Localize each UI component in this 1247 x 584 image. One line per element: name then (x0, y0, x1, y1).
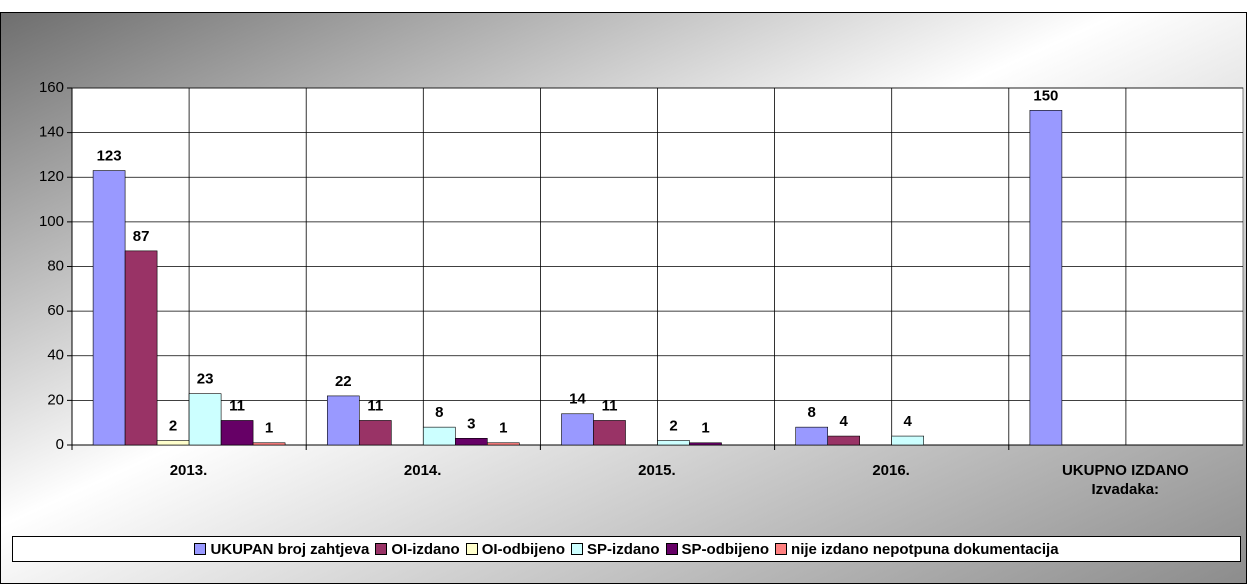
y-tick-label: 40 (47, 347, 64, 364)
bar (795, 426, 829, 446)
bar (358, 420, 392, 446)
legend-item: nije izdano nepotpuna dokumentacija (775, 541, 1059, 558)
data-label: 1 (265, 420, 273, 437)
bar (422, 426, 456, 446)
data-label: 4 (840, 413, 849, 430)
bar (561, 413, 594, 446)
bar (827, 435, 861, 446)
bar (689, 442, 722, 446)
bar (252, 442, 286, 446)
data-label: 11 (367, 397, 383, 414)
legend-swatch (775, 543, 788, 555)
data-label: 1 (499, 420, 507, 437)
data-label: 150 (1033, 87, 1058, 104)
data-label: 2 (669, 418, 677, 435)
y-tick-label: 60 (47, 302, 64, 319)
data-label: 4 (904, 413, 913, 430)
bar (454, 438, 488, 446)
data-label: 87 (133, 228, 150, 245)
legend-label: OI-izdano (391, 540, 460, 558)
y-tick-label: 100 (39, 213, 64, 230)
bar (486, 442, 520, 446)
y-tick-label: 140 (39, 124, 64, 141)
x-tick-label: UKUPNO IZDANO Izvadaka: (1061, 462, 1189, 498)
data-label: 11 (229, 397, 245, 414)
legend-label: SP-odbijeno (681, 540, 770, 558)
data-label: 14 (569, 391, 586, 408)
y-tick-label: 160 (39, 79, 64, 96)
legend-swatch (375, 543, 388, 555)
x-tick-label: 2015. (638, 462, 676, 479)
data-label: 22 (335, 373, 352, 390)
legend-item: OI-izdano (375, 540, 460, 558)
bar (326, 395, 360, 446)
legend-item: SP-izdano (571, 541, 660, 558)
y-tick-label: 120 (39, 168, 64, 185)
legend-item: UKUPAN broj zahtjeva (194, 541, 369, 558)
legend: UKUPAN broj zahtjeva OI-izdano OI-odbijeno… (12, 536, 1241, 562)
bar (220, 420, 254, 446)
legend-swatch (194, 543, 207, 555)
bar (92, 170, 126, 446)
data-label: 8 (808, 404, 816, 421)
legend-item: SP-odbijeno (665, 540, 770, 558)
x-tick-label: 2016. (872, 462, 910, 479)
legend-item: OI-odbijeno (465, 540, 566, 558)
legend-label: SP-izdano (587, 540, 660, 558)
data-label: 3 (467, 415, 475, 432)
legend-label: OI-odbijeno (481, 540, 566, 558)
legend-label: nije izdano nepotpuna dokumentacija (791, 540, 1059, 558)
legend-swatch (665, 543, 678, 555)
bar (891, 435, 925, 446)
legend-swatch (571, 543, 584, 555)
data-label: 123 (97, 148, 122, 165)
legend-label: UKUPAN broj zahtjeva (210, 540, 370, 558)
x-tick-label: 2014. (403, 462, 442, 479)
data-label: 23 (197, 371, 214, 388)
y-tick-label: 0 (56, 436, 64, 453)
bar (657, 440, 690, 446)
y-tick-label: 20 (47, 391, 64, 408)
data-label: 11 (602, 397, 618, 414)
bar (156, 440, 190, 446)
data-label: 1 (701, 420, 709, 437)
y-tick-label: 80 (47, 257, 64, 274)
data-label: 2 (169, 418, 177, 435)
data-label: 8 (435, 404, 443, 421)
x-tick-label: 2013. (169, 462, 208, 479)
bar (188, 393, 222, 446)
bar (593, 420, 626, 446)
bar (1029, 110, 1063, 446)
bar (124, 250, 158, 446)
legend-swatch (465, 543, 478, 555)
